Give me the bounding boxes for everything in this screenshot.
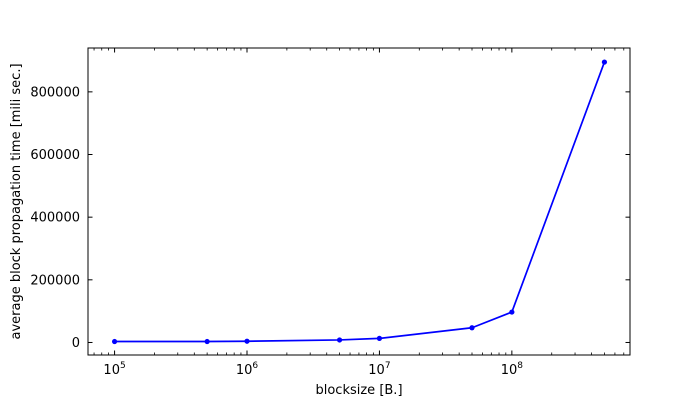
data-point [509, 309, 515, 315]
x-tick-label-exponent: 7 [385, 361, 391, 371]
series-layer [111, 59, 608, 345]
y-axis-label: average block propagation time [mili sec… [9, 63, 24, 339]
data-point [244, 338, 250, 344]
y-tick-label: 200000 [30, 273, 80, 288]
x-tick-label: 107 [368, 361, 390, 378]
x-tick-label-exponent: 5 [120, 361, 126, 371]
y-tick-label: 800000 [30, 85, 80, 100]
y-axis-ticks: 0 200000 400000 600000 800000 [30, 85, 630, 351]
data-point [469, 325, 475, 331]
data-point [601, 59, 608, 65]
data-point [111, 338, 118, 345]
x-tick-label-base: 10 [103, 363, 120, 378]
x-tick-label: 105 [103, 361, 125, 378]
x-tick-label: 108 [501, 361, 524, 378]
data-point [376, 335, 383, 341]
y-tick-label: 400000 [30, 211, 80, 226]
x-axis-ticks: 105 106 107 108 [93, 48, 625, 378]
x-tick-label-exponent: 6 [252, 361, 258, 371]
y-tick-label: 600000 [30, 148, 80, 163]
x-tick-label-base: 10 [501, 363, 518, 378]
data-point [204, 338, 210, 345]
x-tick-label-base: 10 [368, 363, 385, 378]
x-axis-label: blocksize [B.] [315, 383, 402, 398]
series-line [114, 61, 606, 343]
x-tick-label: 106 [236, 361, 259, 378]
y-tick-label: 0 [72, 336, 80, 351]
plot-area [87, 47, 631, 356]
x-tick-label-base: 10 [236, 363, 253, 378]
data-point [336, 337, 343, 343]
x-tick-label-exponent: 8 [517, 361, 523, 371]
